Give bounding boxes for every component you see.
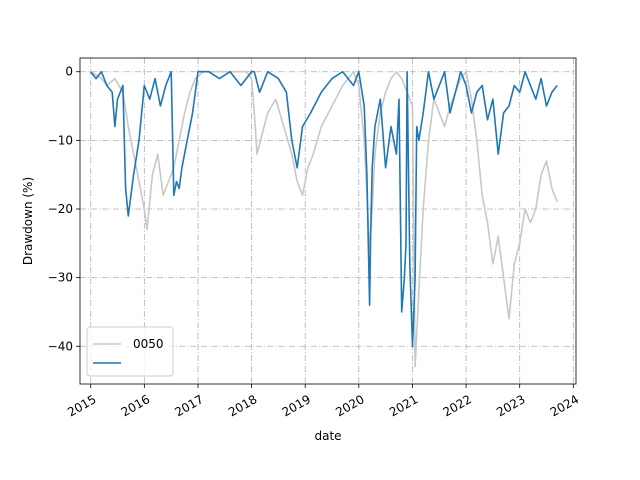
legend-label-0050: 0050 — [133, 337, 164, 351]
x-tick-label: 2018 — [226, 392, 259, 419]
legend: 0050 — [86, 326, 174, 377]
legend-box — [86, 326, 174, 377]
x-tick-label: 2024 — [548, 392, 581, 419]
x-tick-label: 2019 — [280, 392, 313, 419]
y-tick-label: 0 — [65, 65, 73, 79]
x-tick-label: 2023 — [494, 392, 527, 419]
y-tick-label: −30 — [48, 271, 73, 285]
x-tick-label: 2022 — [441, 392, 474, 419]
y-tick-label: −20 — [48, 202, 73, 216]
x-axis-label: date — [314, 429, 341, 443]
series-line-strategy — [90, 70, 558, 348]
x-tick-label: 2021 — [387, 392, 420, 419]
x-tick-label: 2020 — [333, 392, 366, 419]
x-tick-label: 2016 — [119, 392, 152, 419]
series-layer — [90, 70, 558, 368]
y-axis-label: Drawdown (%) — [21, 177, 35, 265]
y-tick-label: −40 — [48, 339, 73, 353]
y-tick-label: −10 — [48, 133, 73, 147]
plot-frame — [79, 57, 577, 385]
x-tick-label: 2017 — [172, 392, 205, 419]
x-tick-label: 2015 — [65, 392, 98, 419]
